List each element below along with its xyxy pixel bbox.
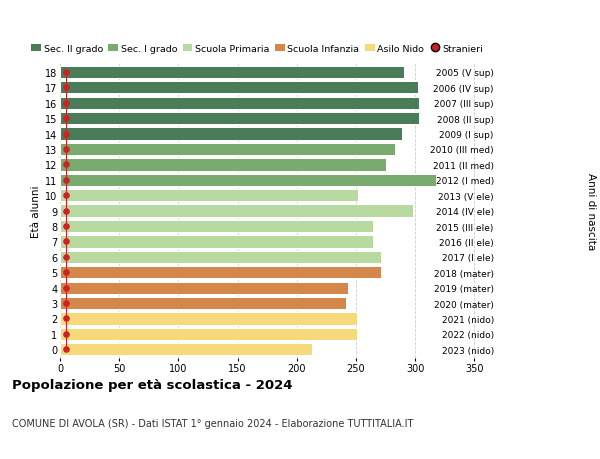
Point [61, 69, 71, 76]
Bar [60, 328, 357, 340]
Bar [60, 236, 373, 248]
Point [61, 177, 71, 184]
Bar [60, 82, 418, 94]
Bar [60, 220, 373, 233]
Point [61, 207, 71, 215]
Point [61, 192, 71, 199]
Point [61, 330, 71, 338]
Bar [60, 297, 346, 309]
Point [61, 269, 71, 276]
Bar [60, 343, 312, 356]
Point [61, 130, 71, 138]
Bar [60, 190, 358, 202]
Point [61, 315, 71, 323]
Bar [60, 128, 402, 140]
Point [61, 115, 71, 123]
Point [61, 238, 71, 246]
Bar [60, 205, 413, 217]
Bar [60, 282, 347, 294]
Legend: Sec. II grado, Sec. I grado, Scuola Primaria, Scuola Infanzia, Asilo Nido, Stran: Sec. II grado, Sec. I grado, Scuola Prim… [31, 45, 483, 54]
Text: Anni di nascita: Anni di nascita [586, 173, 596, 250]
Point [61, 346, 71, 353]
Point [61, 254, 71, 261]
Bar [60, 144, 395, 156]
Text: Popolazione per età scolastica - 2024: Popolazione per età scolastica - 2024 [12, 379, 293, 392]
Text: COMUNE DI AVOLA (SR) - Dati ISTAT 1° gennaio 2024 - Elaborazione TUTTITALIA.IT: COMUNE DI AVOLA (SR) - Dati ISTAT 1° gen… [12, 418, 413, 428]
Point [61, 100, 71, 107]
Point [61, 84, 71, 92]
Bar [60, 97, 419, 110]
Bar [60, 174, 436, 186]
Bar [60, 67, 404, 79]
Bar [60, 113, 419, 125]
Bar [60, 159, 386, 171]
Point [61, 223, 71, 230]
Y-axis label: Età alunni: Età alunni [31, 185, 41, 237]
Point [61, 300, 71, 307]
Point [61, 146, 71, 153]
Bar [60, 251, 381, 263]
Bar [60, 267, 381, 279]
Point [61, 161, 71, 168]
Point [61, 285, 71, 292]
Bar [60, 313, 357, 325]
